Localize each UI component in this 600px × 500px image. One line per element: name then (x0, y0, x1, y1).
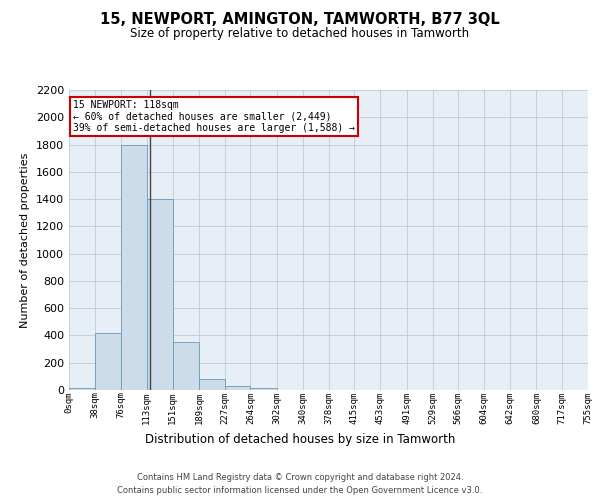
Bar (121, 144, 146, 390)
Text: 15, NEWPORT, AMINGTON, TAMWORTH, B77 3QL: 15, NEWPORT, AMINGTON, TAMWORTH, B77 3QL (100, 12, 500, 28)
Text: 15 NEWPORT: 118sqm
← 60% of detached houses are smaller (2,449)
39% of semi-deta: 15 NEWPORT: 118sqm ← 60% of detached hou… (73, 100, 355, 132)
Bar (225, 386, 250, 390)
Bar (199, 379, 225, 390)
Bar (173, 342, 199, 390)
Bar (146, 199, 173, 390)
Text: Contains public sector information licensed under the Open Government Licence v3: Contains public sector information licen… (118, 486, 482, 495)
Text: Size of property relative to detached houses in Tamworth: Size of property relative to detached ho… (130, 28, 470, 40)
Bar (95, 332, 121, 390)
Bar (250, 388, 277, 390)
Bar (69, 388, 95, 390)
Text: Contains HM Land Registry data © Crown copyright and database right 2024.: Contains HM Land Registry data © Crown c… (137, 472, 463, 482)
Y-axis label: Number of detached properties: Number of detached properties (20, 152, 31, 328)
Text: Distribution of detached houses by size in Tamworth: Distribution of detached houses by size … (145, 432, 455, 446)
